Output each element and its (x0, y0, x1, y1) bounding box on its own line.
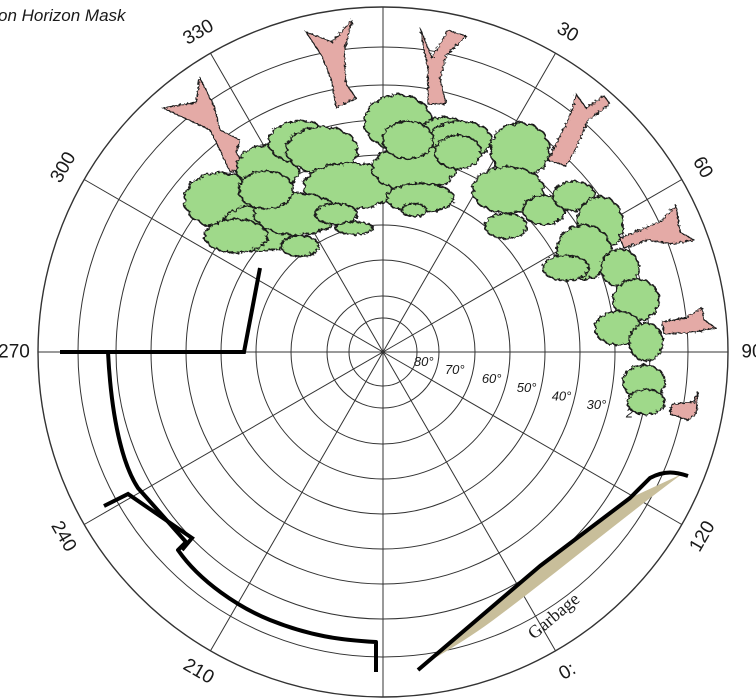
azimuth-label: 330 (180, 15, 218, 49)
azimuth-label: 240 (46, 518, 80, 556)
bare-tree-icon (619, 204, 696, 249)
azimuth-spoke (210, 351, 384, 652)
azimuth-label: 30 (553, 18, 582, 47)
azimuth-label: 0: (555, 659, 579, 685)
bare-trees (161, 19, 718, 421)
elevation-label: 30° (587, 397, 607, 412)
leafy-tree-icon (628, 321, 664, 363)
azimuth-label: 90 (741, 342, 756, 363)
elevation-label: 60° (482, 371, 502, 386)
elevation-label: 80° (414, 354, 434, 369)
azimuth-label: 270 (0, 342, 30, 363)
garbage-pile-obstruction (418, 474, 682, 668)
leafy-tree-icon (280, 234, 320, 258)
leafy-tree-icon (381, 119, 435, 161)
azimuth-spoke (382, 179, 683, 353)
bare-tree-icon (547, 92, 611, 167)
bare-tree-icon (661, 307, 718, 335)
horizon-mask-outline-west (60, 267, 262, 354)
leafy-tree-icon (611, 277, 661, 323)
garbage-label: Garbage (524, 589, 584, 644)
leafy-tree-icon (433, 133, 483, 171)
bare-tree-icon (669, 391, 699, 421)
leafy-trees (183, 93, 666, 416)
azimuth-spoke (83, 179, 384, 353)
leafy-tree-icon (626, 388, 666, 416)
azimuth-spoke (83, 351, 384, 525)
azimuth-label: 60 (688, 153, 717, 182)
leafy-tree-icon (541, 254, 591, 282)
bare-tree-icon (161, 76, 247, 173)
garbage-mask-outline (416, 470, 689, 672)
leafy-tree-icon (203, 217, 269, 255)
bare-tree-icon (419, 27, 468, 105)
leafy-tree-icon (484, 212, 528, 240)
horizon-mask-outline-southwest (106, 351, 378, 672)
elevation-label: 2 (625, 405, 634, 420)
leafy-tree-icon (334, 220, 374, 236)
azimuth-label: 210 (180, 655, 218, 689)
leafy-tree-icon (400, 202, 428, 218)
azimuth-label: 300 (46, 149, 80, 187)
horizon-mask-notch (103, 491, 195, 552)
elevation-labels: 80° 70° 60° 50° 40° 30° 2 (414, 354, 634, 420)
elevation-label: 50° (517, 380, 537, 395)
azimuth-spoke (382, 52, 556, 353)
azimuth-spoke (382, 351, 556, 652)
bare-tree-icon (304, 19, 357, 109)
azimuth-label: 120 (686, 518, 720, 556)
elevation-label: 40° (552, 389, 572, 404)
leafy-tree-icon (385, 182, 455, 214)
diagram-title: on Horizon Mask (0, 6, 126, 25)
elevation-label: 70° (445, 362, 465, 377)
leafy-tree-icon (237, 169, 295, 211)
